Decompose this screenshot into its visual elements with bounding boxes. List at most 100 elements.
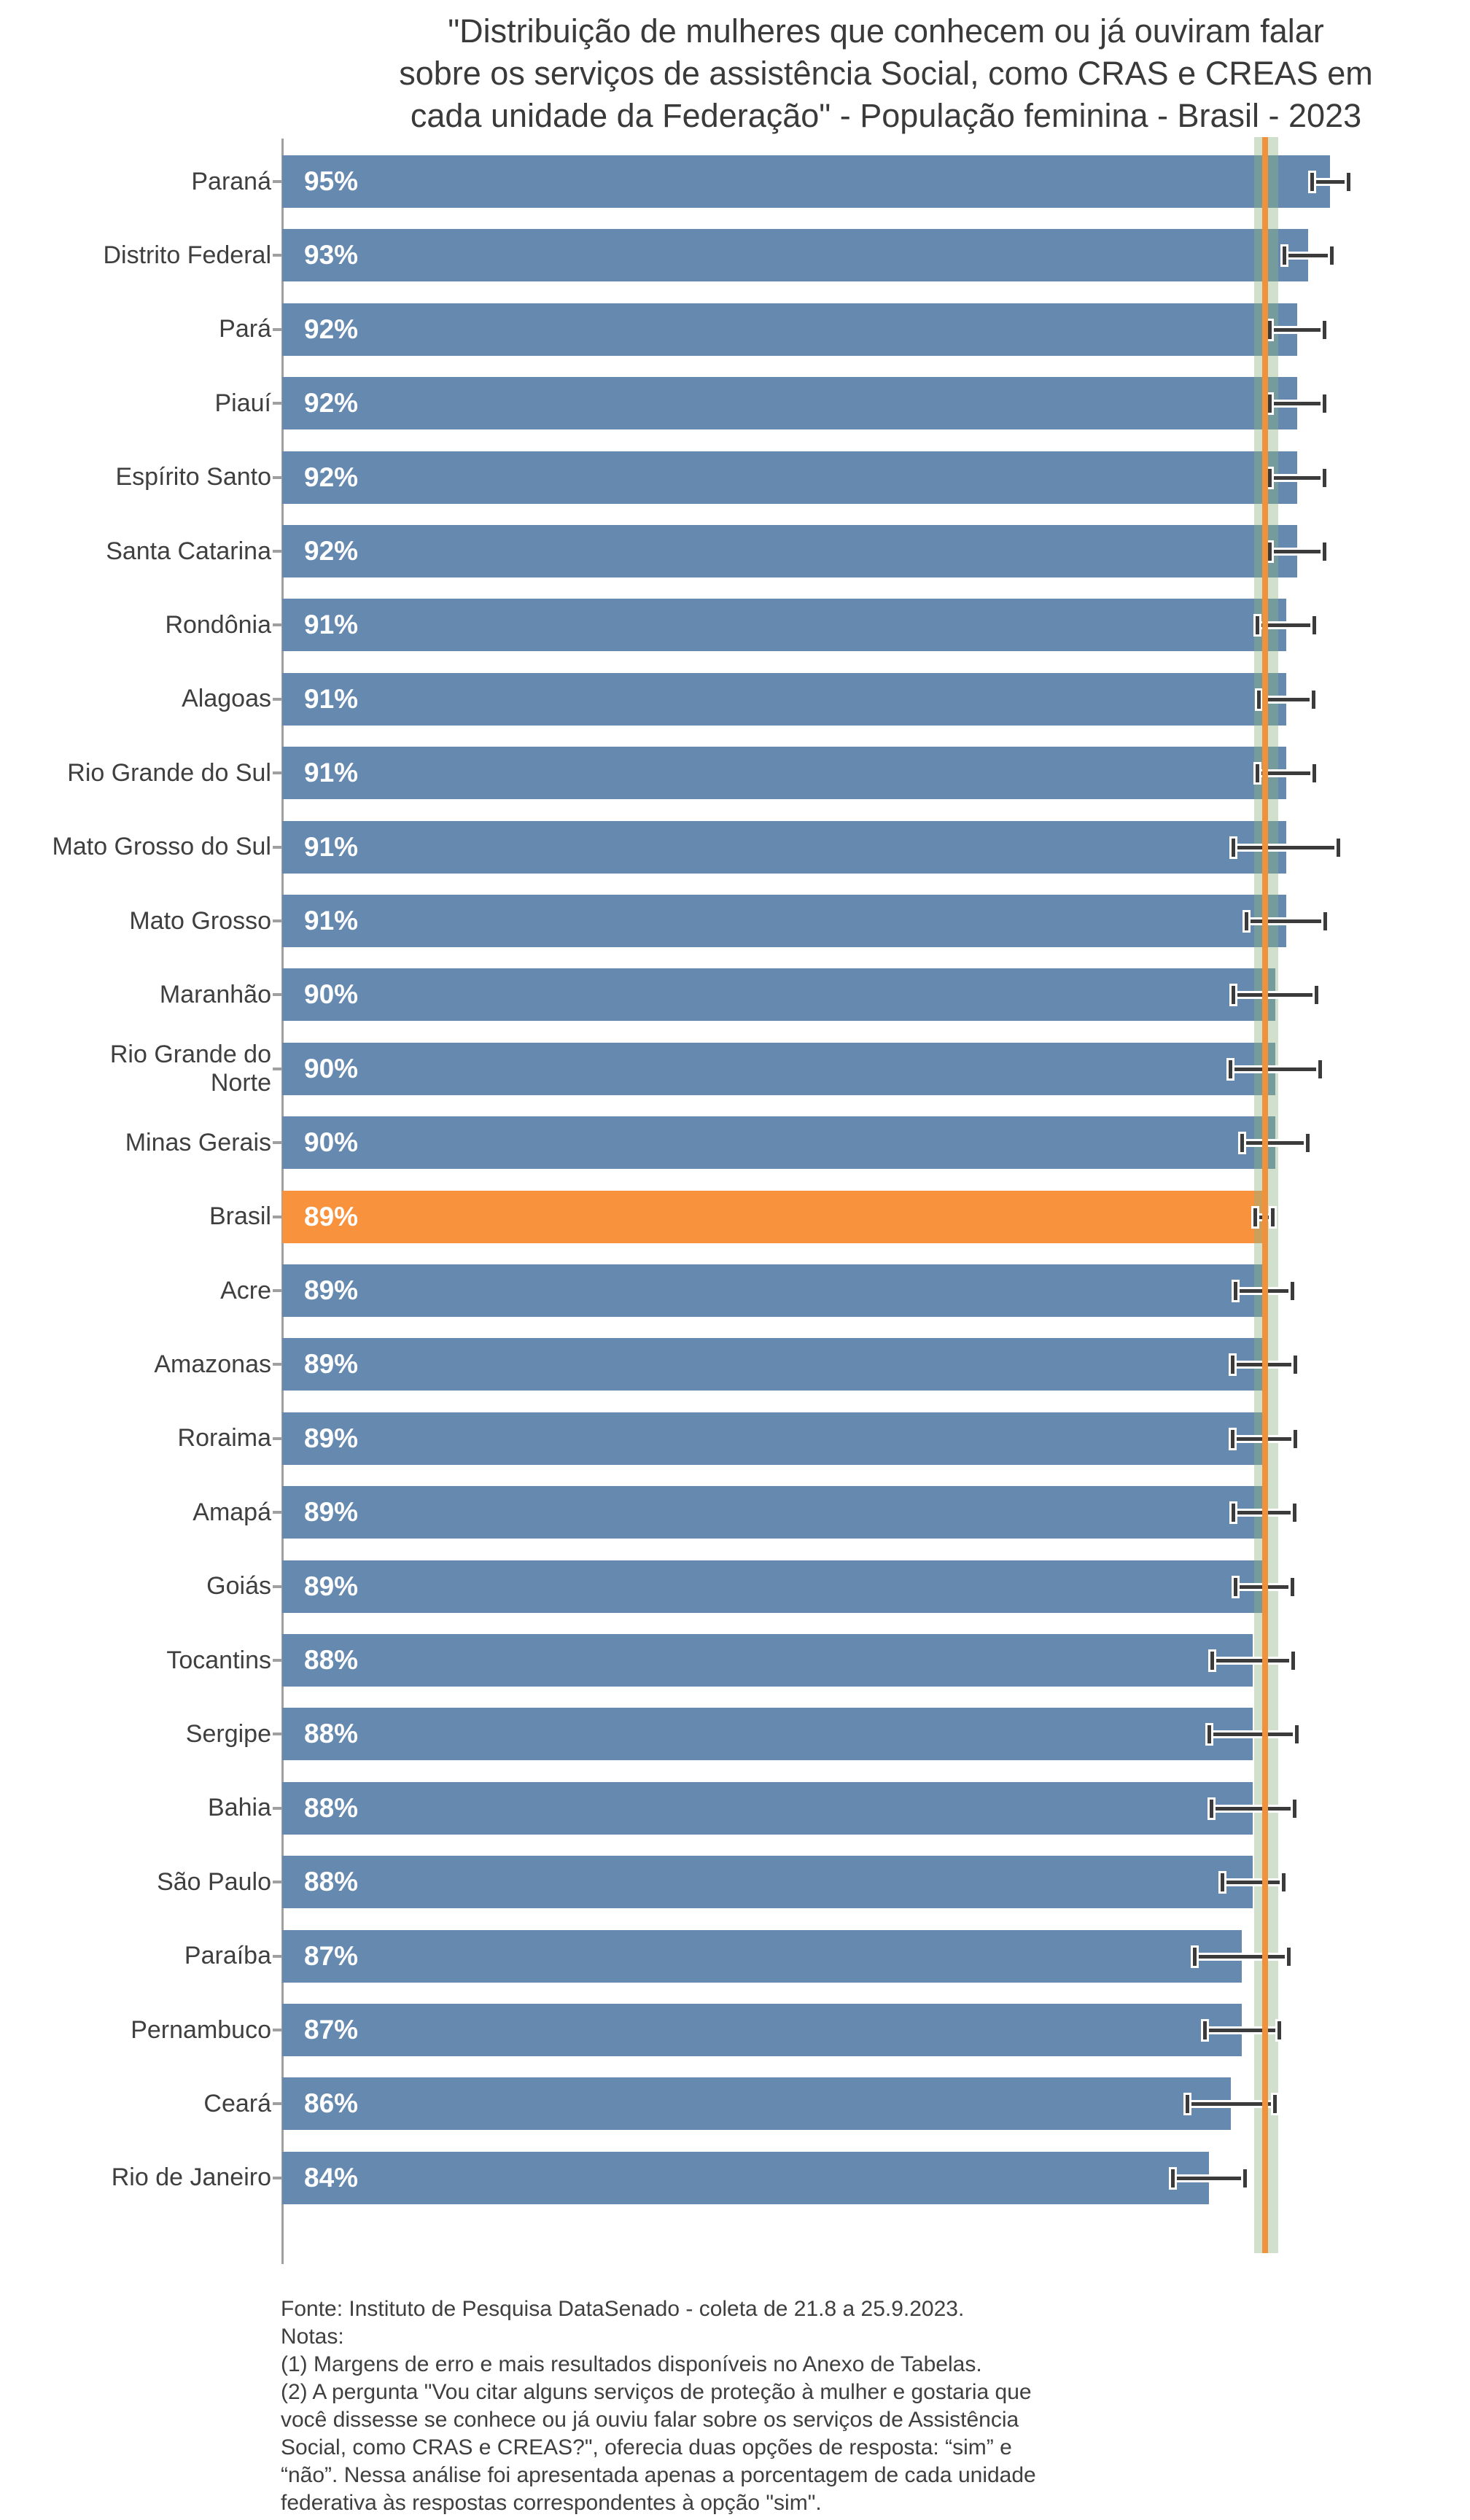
bar-value-label: 84% (304, 2162, 359, 2193)
axis-tick (273, 1732, 281, 1736)
bar-value-label: 92% (304, 314, 359, 344)
bar-value-label: 92% (304, 536, 359, 566)
bar (282, 2004, 1242, 2056)
category-label: Paraíba (184, 1942, 271, 1970)
error-bar-cap-left (1202, 2021, 1207, 2039)
bar (282, 1116, 1275, 1170)
bar (282, 1560, 1264, 1613)
error-bar-cap-right (1330, 246, 1334, 265)
bar (282, 599, 1286, 652)
error-bar-line (1210, 1806, 1295, 1811)
bar-value-label: 91% (304, 610, 359, 640)
axis-tick (273, 1289, 281, 1292)
footnotes: Fonte: Instituto de Pesquisa DataSenado … (281, 2297, 1036, 2515)
error-bar-line (1269, 327, 1325, 332)
category-label: Amapá (192, 1498, 271, 1526)
bar-row: Goiás 89% (0, 1560, 1470, 1613)
bar-row: Piauí 92% (0, 377, 1470, 430)
bar-row: Brasil 89% (0, 1190, 1470, 1243)
bar-row: Roraima 89% (0, 1412, 1470, 1465)
bar-value-label: 89% (304, 1349, 359, 1380)
error-bar-line (1212, 1659, 1294, 1662)
error-bar-cap-left (1240, 1134, 1245, 1153)
reference-line (1262, 137, 1269, 2253)
error-bar-cap-right (1292, 1504, 1296, 1522)
axis-tick (273, 1954, 281, 1958)
error-bar-cap-right (1311, 690, 1315, 709)
bar-row: Rondônia 91% (0, 599, 1470, 652)
error-bar (0, 1116, 1470, 1169)
error-bar (0, 303, 1470, 356)
axis-tick (273, 623, 281, 627)
axis-tick (273, 1659, 281, 1662)
error-bar-cap-left (1209, 1799, 1213, 1818)
error-bar-cap-right (1242, 2169, 1247, 2188)
bar-value-label: 89% (304, 1201, 359, 1232)
bar-value-label: 89% (304, 1423, 359, 1453)
bar (282, 2077, 1232, 2131)
error-bar-cap-left (1228, 1059, 1232, 1078)
axis-tick (273, 697, 281, 701)
error-bar (0, 2077, 1470, 2130)
error-bar-cap-left (1170, 2169, 1175, 2188)
bar-row: Rio Grande do Norte 90% (0, 1041, 1470, 1097)
bar-value-label: 88% (304, 1719, 359, 1749)
axis-tick (273, 402, 281, 405)
error-bar (0, 1486, 1470, 1539)
error-bar-cap-left (1257, 690, 1261, 709)
error-bar-line (1172, 2176, 1245, 2180)
error-bar-line (1283, 254, 1333, 258)
error-bar (0, 673, 1470, 726)
bar-row: Rio de Janeiro 84% (0, 2151, 1470, 2204)
error-bar-line (1246, 919, 1326, 923)
bar-row: Tocantins 88% (0, 1634, 1470, 1687)
error-bar-cap-right (1291, 1652, 1296, 1670)
bar-row: Pará 92% (0, 303, 1470, 356)
error-bar (0, 895, 1470, 947)
error-bar-cap-left (1232, 986, 1236, 1005)
error-bar-cap-left (1221, 1873, 1225, 1892)
bar-value-label: 95% (304, 166, 359, 196)
error-bar-line (1222, 1881, 1284, 1885)
error-bar-line (1242, 1141, 1309, 1146)
axis-tick (273, 550, 281, 553)
error-bar-line (1229, 1067, 1321, 1071)
error-bar-cap-right (1294, 1356, 1298, 1374)
error-bar-cap-left (1268, 542, 1272, 561)
error-bar (0, 1043, 1470, 1095)
category-label: Roraima (177, 1424, 271, 1452)
error-bar-cap-left (1282, 246, 1286, 265)
error-bar-cap-left (1210, 1652, 1215, 1670)
bar-row: Pernambuco 87% (0, 2004, 1470, 2056)
axis-tick (273, 1363, 281, 1366)
bar-value-label: 89% (304, 1571, 359, 1601)
bar-row: Rio Grande do Sul 91% (0, 747, 1470, 800)
category-label: Brasil (209, 1202, 271, 1231)
error-bar-cap-left (1230, 1429, 1234, 1448)
bar-row: Minas Gerais 90% (0, 1116, 1470, 1170)
category-label: Alagoas (182, 685, 271, 713)
category-label: Espírito Santo (115, 463, 271, 491)
axis-tick (273, 993, 281, 997)
bar-row: São Paulo 88% (0, 1856, 1470, 1909)
error-bar (0, 821, 1470, 874)
category-label: Paraná (191, 167, 271, 195)
category-label: Maranhão (159, 980, 271, 1008)
category-label: Santa Catarina (106, 537, 271, 565)
error-bar-line (1208, 1732, 1297, 1737)
error-bar-cap-right (1322, 542, 1326, 561)
bar-row: Ceará 86% (0, 2077, 1470, 2131)
axis-tick (273, 2102, 281, 2106)
axis-tick (273, 1067, 281, 1070)
category-label: São Paulo (157, 1867, 271, 1896)
bar (282, 1338, 1264, 1391)
error-bar-cap-right (1294, 1429, 1298, 1448)
bar-row: Mato Grosso 91% (0, 895, 1470, 947)
bar (282, 747, 1286, 800)
error-bar-cap-right (1270, 1208, 1275, 1226)
bar-row: Distrito Federal 93% (0, 229, 1470, 282)
category-label: Pernambuco (131, 2015, 271, 2044)
axis-tick (273, 1215, 281, 1218)
error-bar-cap-right (1312, 764, 1317, 783)
error-bar-line (1204, 2029, 1280, 2032)
